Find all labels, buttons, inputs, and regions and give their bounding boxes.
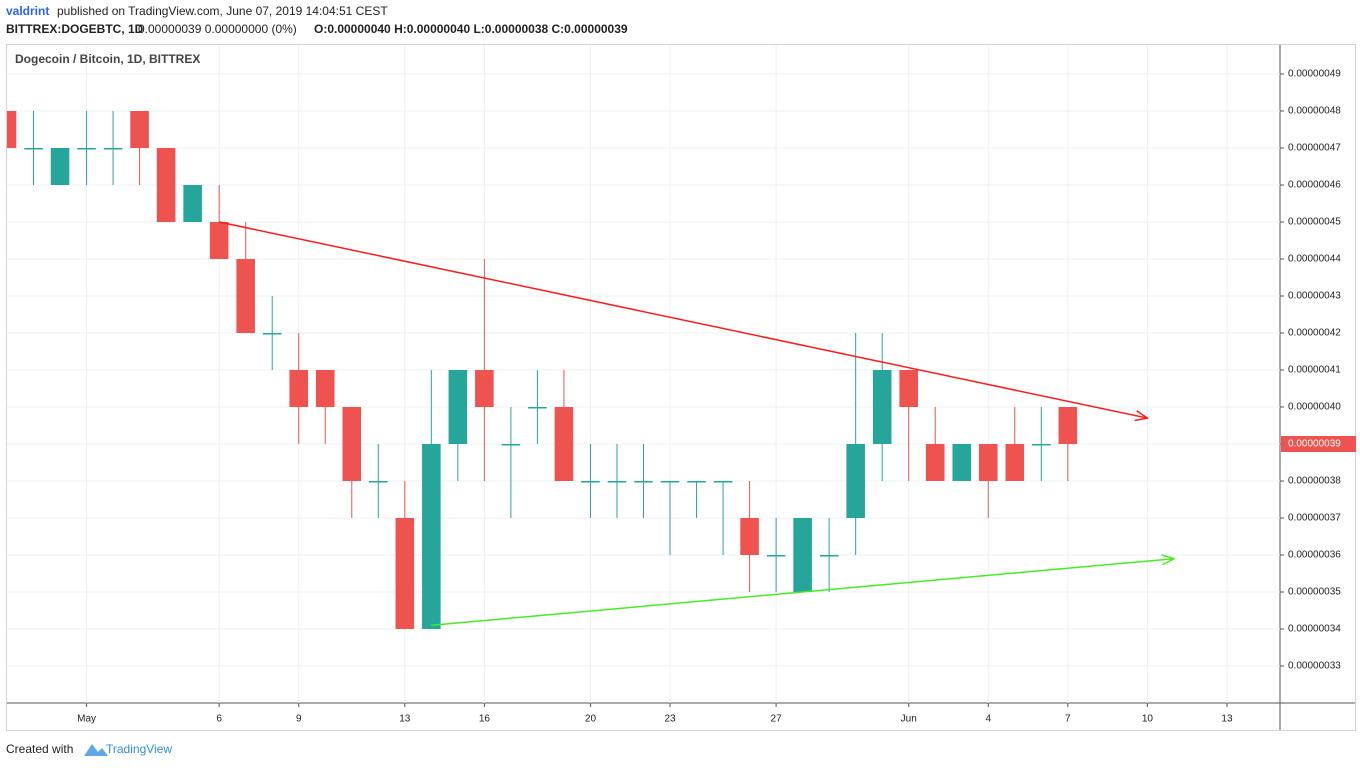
- candle-body: [581, 481, 600, 483]
- symbol: BITTREX:DOGEBTC, 1D: [6, 22, 144, 36]
- x-tick-label: 23: [664, 714, 676, 725]
- axes: 0.00000033 0.00000034 0.00000035 0.00000036…: [77, 69, 1356, 725]
- frame: [6, 44, 1356, 731]
- candle-body: [660, 481, 680, 483]
- x-tick-label: 4: [985, 714, 991, 725]
- candle-body: [156, 148, 176, 222]
- candle-body: [130, 111, 149, 148]
- y-tick-label: 0.00000037: [1288, 513, 1341, 524]
- ohlc: O:0.00000040 H:0.00000040 L:0.00000038 C…: [314, 22, 628, 36]
- candle-body: [978, 444, 998, 481]
- candle-body: [501, 444, 521, 446]
- trendline: [219, 221, 1147, 418]
- candle-body: [554, 407, 574, 481]
- y-tick-label: 0.00000038: [1288, 476, 1341, 487]
- candle-body: [209, 222, 229, 259]
- candle-body: [1005, 444, 1025, 481]
- candle-body: [713, 481, 733, 483]
- candle-body: [395, 518, 415, 629]
- candle-body: [24, 148, 43, 150]
- candle-body: [103, 148, 123, 150]
- candle-body: [183, 185, 202, 222]
- candle-body: [7, 111, 17, 148]
- footer-brand[interactable]: TradingView: [106, 742, 172, 756]
- grid: [7, 45, 1280, 703]
- candle-body: [50, 148, 70, 185]
- candle-body: [872, 370, 892, 444]
- x-tick-label: 27: [771, 714, 783, 725]
- candle-body: [236, 259, 255, 333]
- tv-logo: [84, 744, 108, 756]
- y-tick-label: 0.00000043: [1288, 291, 1341, 302]
- x-tick-label: 6: [216, 714, 222, 725]
- candle-body: [262, 333, 282, 335]
- candle-body: [819, 555, 839, 557]
- y-tick-label: 0.00000034: [1288, 624, 1341, 635]
- candle-body: [1058, 407, 1078, 444]
- candle-body: [766, 555, 786, 557]
- candle-body: [369, 481, 388, 483]
- candle-body: [634, 481, 653, 483]
- candle-body: [793, 518, 812, 592]
- y-tick-label: 0.00000036: [1288, 550, 1341, 561]
- y-tick-label: 0.00000044: [1288, 254, 1341, 265]
- y-tick-label: 0.00000035: [1288, 587, 1341, 598]
- trendline: [431, 559, 1174, 627]
- candle-body: [342, 407, 362, 481]
- x-tick-label: 7: [1065, 714, 1071, 725]
- y-tick-label: 0.00000047: [1288, 143, 1341, 154]
- x-tick-label: 13: [399, 714, 411, 725]
- candle-body: [899, 370, 918, 407]
- candle-body: [607, 481, 627, 483]
- chart-title: Dogecoin / Bitcoin, 1D, BITTREX: [15, 52, 200, 66]
- candle-body: [1032, 444, 1051, 446]
- author[interactable]: valdrint: [6, 4, 49, 18]
- candle-body: [687, 481, 706, 483]
- candle-body: [475, 370, 494, 407]
- last-price-box: [1281, 436, 1356, 452]
- y-tick-label: 0.00000045: [1288, 217, 1341, 228]
- y-tick-label: 0.00000046: [1288, 180, 1341, 191]
- x-tick-label: May: [77, 714, 96, 725]
- candle-body: [925, 444, 945, 481]
- x-tick-label: 10: [1142, 714, 1154, 725]
- candle-body: [289, 370, 309, 407]
- published: published on TradingView.com, June 07, 2…: [57, 4, 388, 18]
- candle-body: [77, 148, 96, 150]
- y-tick-label: 0.00000040: [1288, 402, 1341, 413]
- x-tick-label: 13: [1221, 714, 1233, 725]
- candle-body: [846, 444, 865, 518]
- candle-body: [952, 444, 972, 481]
- x-tick-label: 16: [479, 714, 491, 725]
- candle-body: [315, 370, 335, 407]
- footer-created: Created with: [6, 742, 73, 756]
- last-price-label: 0.00000039: [1288, 439, 1341, 450]
- x-tick-label: Jun: [901, 714, 917, 725]
- y-tick-label: 0.00000041: [1288, 365, 1341, 376]
- candle-body: [740, 518, 759, 555]
- y-tick-label: 0.00000049: [1288, 69, 1341, 80]
- candle-body: [422, 444, 441, 629]
- change: 0.00000039 0.00000000 (0%): [138, 22, 297, 36]
- candle-body: [448, 370, 468, 444]
- x-tick-label: 9: [296, 714, 302, 725]
- x-tick-label: 20: [585, 714, 597, 725]
- y-tick-label: 0.00000048: [1288, 106, 1341, 117]
- y-tick-label: 0.00000042: [1288, 328, 1341, 339]
- y-tick-label: 0.00000033: [1288, 661, 1341, 672]
- candle-body: [528, 407, 547, 409]
- plot: [7, 111, 1174, 629]
